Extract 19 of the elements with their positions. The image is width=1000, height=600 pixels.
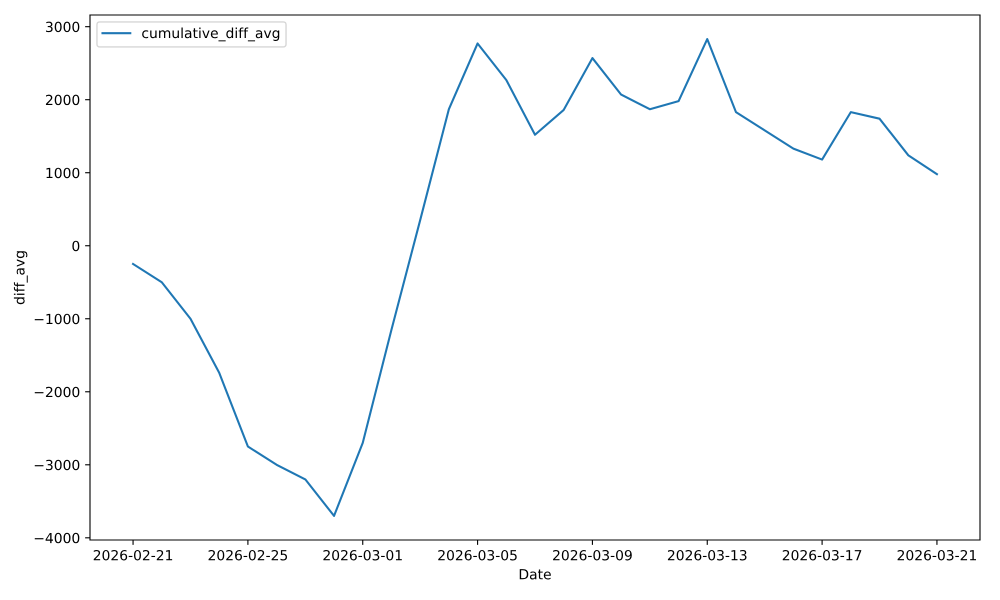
x-tick-label: 2026-03-09 [553,550,632,560]
x-tick-label: 2026-02-25 [208,550,288,560]
x-axis-title: Date [520,569,551,580]
x-tick-label: 2026-02-21 [94,550,172,560]
y-tick-label: 1000 [46,168,80,178]
x-tick-label: 2026-03-13 [668,550,747,560]
x-tick-label: 2026-03-01 [323,550,402,560]
x-tick-label: 2026-03-21 [898,550,976,560]
y-tick-label: 0 [72,240,80,252]
y-tick-label: −3000 [34,460,80,470]
y-axis-title: diff_avg [14,251,28,304]
x-tick-label: 2026-03-05 [438,550,517,560]
y-tick-label: −2000 [34,386,80,398]
y-tick-label: 3000 [46,22,80,32]
y-tick-label: 2000 [46,94,80,106]
y-tick-label: −1000 [34,314,80,324]
y-tick-label: −4000 [34,532,80,544]
legend-label: cumulative_diff_avg [142,28,280,42]
x-tick-label: 2026-03-17 [782,550,862,560]
